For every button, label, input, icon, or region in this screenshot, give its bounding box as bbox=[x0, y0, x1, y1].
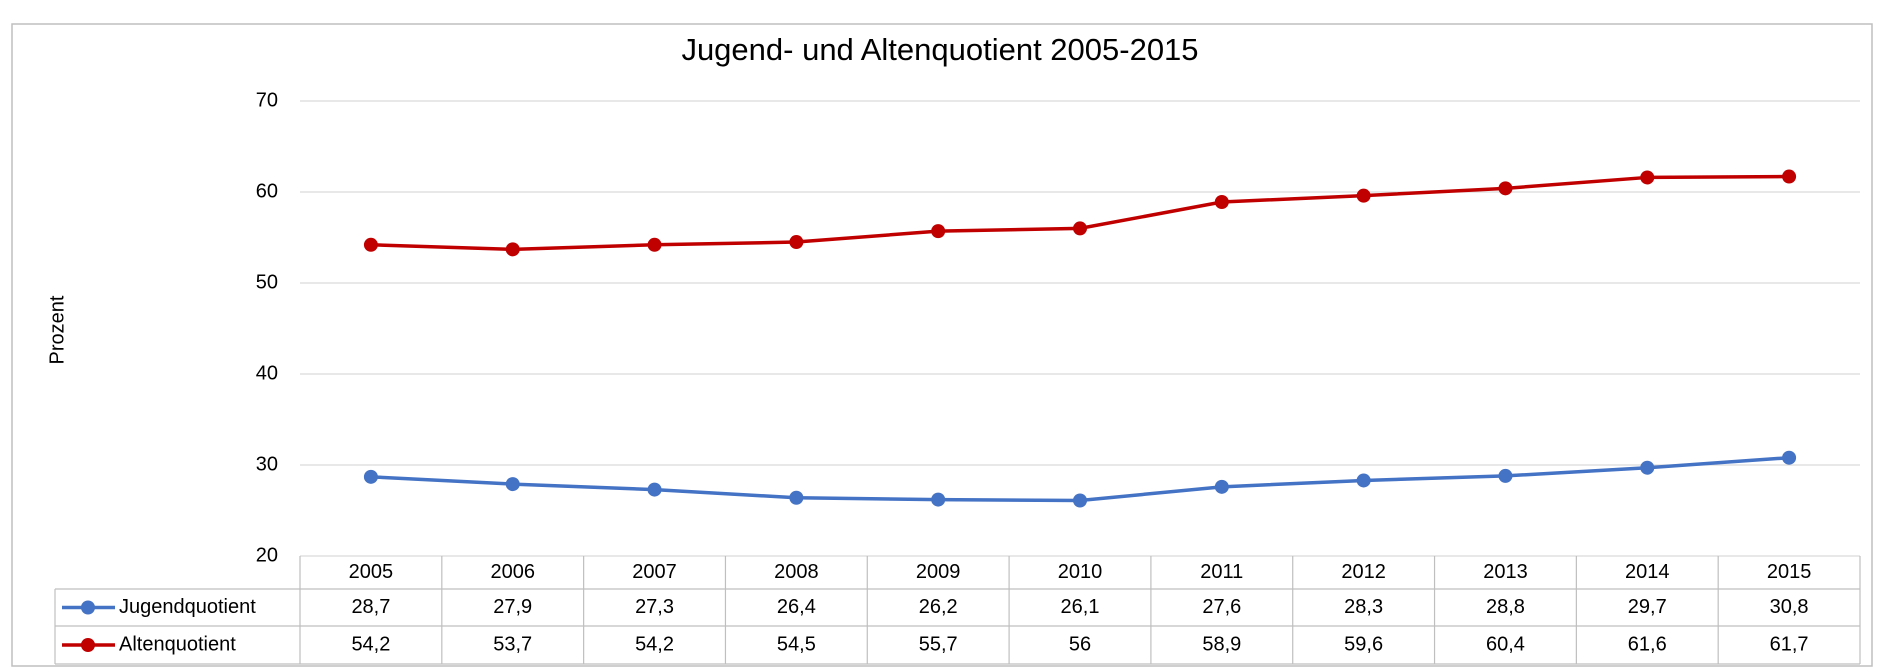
data-point bbox=[931, 492, 946, 507]
legend-marker bbox=[81, 638, 95, 652]
data-point bbox=[1073, 221, 1087, 236]
table-value: 54,2 bbox=[635, 633, 674, 655]
x-tick-label: 2008 bbox=[774, 561, 819, 583]
table-value: 28,3 bbox=[1344, 596, 1383, 618]
chart-title: Jugend- und Altenquotient 2005-2015 bbox=[681, 32, 1198, 67]
table-value: 30,8 bbox=[1770, 596, 1809, 618]
data-point bbox=[1640, 460, 1655, 475]
data-point bbox=[1073, 493, 1087, 508]
y-tick-label: 60 bbox=[256, 180, 278, 202]
legend-marker bbox=[81, 600, 95, 615]
data-point bbox=[789, 490, 804, 505]
legend-label: Altenquotient bbox=[119, 633, 236, 655]
data-point bbox=[931, 224, 946, 239]
x-tick-label: 2013 bbox=[1483, 561, 1528, 583]
table-value: 27,9 bbox=[493, 596, 532, 618]
data-point bbox=[1782, 169, 1797, 184]
table-value: 56 bbox=[1069, 633, 1091, 655]
table-value: 27,6 bbox=[1202, 596, 1241, 618]
y-tick-label: 50 bbox=[256, 271, 278, 293]
x-tick-label: 2005 bbox=[349, 561, 394, 583]
x-tick-label: 2015 bbox=[1767, 561, 1812, 583]
data-point bbox=[1498, 468, 1513, 483]
table-value: 60,4 bbox=[1486, 633, 1525, 655]
table-value: 53,7 bbox=[493, 633, 532, 655]
data-point bbox=[1356, 188, 1371, 203]
table-value: 55,7 bbox=[919, 633, 958, 655]
table-value: 61,7 bbox=[1770, 633, 1809, 655]
table-value: 28,7 bbox=[351, 596, 390, 618]
table-value: 26,4 bbox=[777, 596, 816, 618]
table-value: 58,9 bbox=[1202, 633, 1241, 655]
data-point bbox=[363, 237, 378, 252]
data-point bbox=[1214, 479, 1229, 494]
x-tick-label: 2011 bbox=[1200, 561, 1243, 583]
data-point bbox=[647, 482, 662, 497]
y-tick-label: 70 bbox=[256, 89, 278, 111]
data-point bbox=[789, 235, 804, 250]
data-point bbox=[1782, 450, 1797, 465]
data-point bbox=[505, 477, 520, 492]
table-value: 26,1 bbox=[1061, 596, 1100, 618]
x-tick-label: 2010 bbox=[1058, 561, 1103, 583]
data-point bbox=[505, 242, 520, 257]
table-value: 29,7 bbox=[1628, 596, 1667, 618]
x-tick-label: 2012 bbox=[1341, 561, 1386, 583]
table-value: 54,2 bbox=[351, 633, 390, 655]
x-tick-label: 2006 bbox=[490, 561, 535, 583]
y-tick-label: 40 bbox=[256, 362, 278, 384]
y-axis-label: Prozent bbox=[46, 295, 68, 364]
data-point bbox=[1356, 473, 1371, 488]
x-tick-label: 2009 bbox=[916, 561, 961, 583]
table-value: 28,8 bbox=[1486, 596, 1525, 618]
table-value: 27,3 bbox=[635, 596, 674, 618]
chart-border bbox=[11, 23, 1873, 667]
y-tick-label: 20 bbox=[256, 544, 278, 566]
table-value: 61,6 bbox=[1628, 633, 1667, 655]
legend-label: Jugendquotient bbox=[119, 596, 256, 618]
data-point bbox=[363, 469, 378, 484]
data-point bbox=[1498, 181, 1513, 196]
table-value: 54,5 bbox=[777, 633, 816, 655]
table-value: 26,2 bbox=[919, 596, 958, 618]
data-point bbox=[647, 237, 662, 252]
table-value: 59,6 bbox=[1344, 633, 1383, 655]
data-point bbox=[1214, 195, 1229, 210]
x-tick-label: 2007 bbox=[632, 561, 677, 583]
data-point bbox=[1640, 170, 1655, 185]
y-tick-label: 30 bbox=[256, 453, 278, 475]
x-tick-label: 2014 bbox=[1625, 561, 1670, 583]
